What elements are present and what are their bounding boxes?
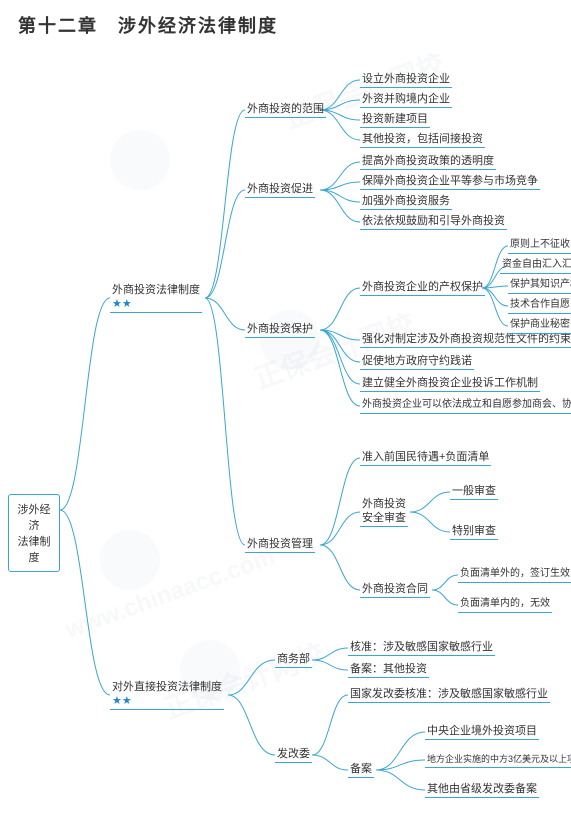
leaf: 设立外商投资企业 bbox=[360, 72, 452, 88]
leaf: 备案：其他投资 bbox=[348, 662, 429, 678]
node-invest-contract: 外商投资合同 bbox=[360, 582, 430, 598]
leaf: 投资新建项目 bbox=[360, 112, 430, 128]
leaf: 负面清单外的，签订生效 bbox=[458, 567, 571, 583]
leaf: 保护商业秘密 bbox=[508, 318, 571, 334]
node-scope: 外商投资的范围 bbox=[245, 102, 326, 118]
leaf: 促使地方政府守约践诺 bbox=[360, 354, 474, 370]
root-line1: 涉外经济 bbox=[18, 504, 51, 532]
leaf: 外商投资企业可以依法成立和自愿参加商会、协会 bbox=[360, 398, 571, 414]
leaf: 地方企业实施的中方3亿美元及以上项目 bbox=[425, 752, 571, 768]
node-ndrc: 发改委 bbox=[275, 747, 312, 763]
node-manage: 外商投资管理 bbox=[245, 537, 315, 553]
leaf: 准入前国民待遇+负面清单 bbox=[360, 450, 491, 466]
connector-lines bbox=[0, 0, 571, 833]
leaf: 依法依规鼓励和引导外商投资 bbox=[360, 214, 507, 230]
leaf: 国家发改委核准：涉及敏感国家敏感行业 bbox=[348, 687, 550, 703]
leaf: 一般审查 bbox=[450, 484, 498, 500]
leaf: 其他投资，包括间接投资 bbox=[360, 132, 485, 148]
stars-icon: ★★ bbox=[112, 298, 132, 310]
node-foreign-invest-law: 外商投资法律制度 ★★ bbox=[110, 283, 202, 313]
root-node: 涉外经济 法律制度 bbox=[8, 494, 60, 572]
stars-icon: ★★ bbox=[112, 695, 132, 707]
leaf: 加强外商投资服务 bbox=[360, 194, 452, 210]
leaf: 原则上不征收 bbox=[508, 238, 571, 254]
leaf: 技术合作自愿 bbox=[508, 298, 571, 314]
node-security-review: 外商投资安全审查 bbox=[360, 497, 408, 527]
leaf: 其他由省级发改委备案 bbox=[425, 782, 539, 798]
node-outbound-invest-law: 对外直接投资法律制度 ★★ bbox=[110, 680, 224, 710]
leaf: 负面清单内的，无效 bbox=[458, 597, 552, 613]
root-line2: 法律制度 bbox=[18, 536, 51, 564]
node-property-protect: 外商投资企业的产权保护 bbox=[360, 280, 485, 296]
watermark-circle bbox=[110, 130, 170, 190]
leaf: 资金自由汇入汇出 bbox=[500, 258, 571, 274]
leaf: 建立健全外商投资企业投诉工作机制 bbox=[360, 376, 540, 392]
watermark-url: www.chinaacc.com bbox=[62, 543, 279, 645]
leaf: 保障外商投资企业平等参与市场竞争 bbox=[360, 174, 540, 190]
leaf: 中央企业境外投资项目 bbox=[425, 724, 539, 740]
leaf: 核准：涉及敏感国家敏感行业 bbox=[348, 640, 495, 656]
leaf: 提高外商投资政策的透明度 bbox=[360, 154, 496, 170]
leaf: 强化对制定涉及外商投资规范性文件的约束 bbox=[360, 332, 571, 348]
node-label: 外商投资法律制度 bbox=[112, 284, 200, 296]
leaf: 保护其知识产权 bbox=[508, 278, 571, 294]
watermark-circle bbox=[260, 310, 320, 370]
node-mofcom: 商务部 bbox=[275, 652, 312, 668]
node-label: 外商投资安全审查 bbox=[362, 498, 406, 524]
node-protect: 外商投资保护 bbox=[245, 322, 315, 338]
node-label: 对外直接投资法律制度 bbox=[112, 681, 222, 693]
node-promote: 外商投资促进 bbox=[245, 182, 315, 198]
leaf: 外资并购境内企业 bbox=[360, 92, 452, 108]
node-beian: 备案 bbox=[348, 762, 374, 778]
leaf: 特别审查 bbox=[450, 524, 498, 540]
page-title: 第十二章 涉外经济法律制度 bbox=[18, 12, 278, 38]
watermark-circle bbox=[100, 530, 160, 590]
